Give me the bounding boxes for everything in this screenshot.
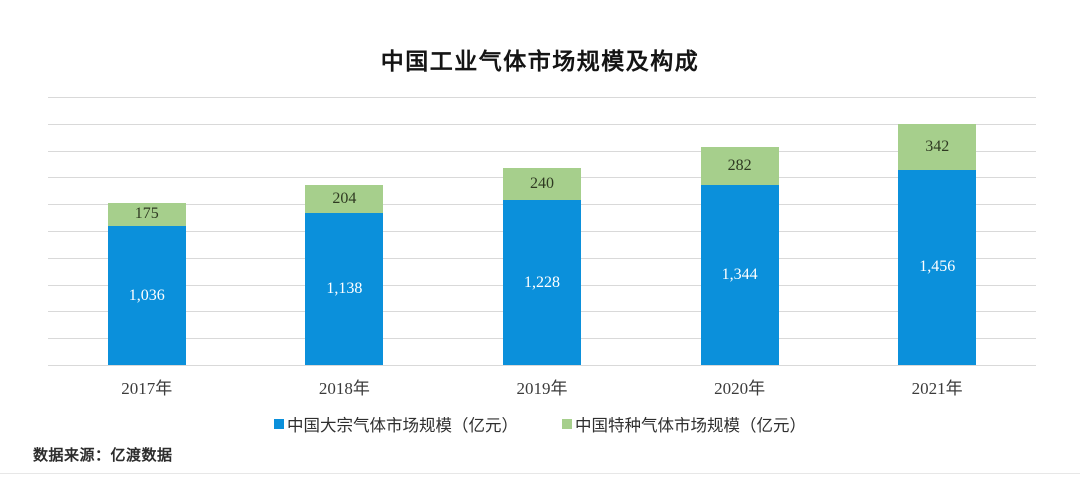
x-axis: 2017年 2018年 2019年 2020年 2021年 <box>48 374 1036 399</box>
bar-value-label: 204 <box>332 189 357 207</box>
bar-group-2021年: 342 1,456 <box>898 124 977 365</box>
legend-swatch-series1 <box>274 419 284 429</box>
legend-item-series2: 中国特种气体市场规模（亿元） <box>562 412 806 436</box>
bar-value-label: 240 <box>530 175 554 193</box>
bar-segment-series1-2018年: 1,138 <box>305 212 384 365</box>
source-note: 数据来源：亿渡数据 <box>33 448 173 464</box>
bar-value-label: 1,036 <box>128 286 165 304</box>
bar-value-label: 282 <box>727 157 752 175</box>
bar-segment-series2-2017年: 175 <box>107 202 186 227</box>
bar-group-2020年: 282 1,344 <box>700 147 779 365</box>
bar-segment-series2-2018年: 204 <box>305 185 384 213</box>
bar-value-label: 1,344 <box>721 265 758 283</box>
bar-group-2017年: 175 1,036 <box>107 202 186 365</box>
bar-value-label: 1,138 <box>326 279 363 297</box>
bar-value-label: 1,228 <box>524 273 560 291</box>
legend-label-series2: 中国特种气体市场规模（亿元） <box>575 416 806 435</box>
gridline <box>48 97 1036 98</box>
legend: 中国大宗气体市场规模（亿元） 中国特种气体市场规模（亿元） <box>0 412 1080 436</box>
bar-segment-series2-2021年: 342 <box>898 124 977 170</box>
x-axis-label-2018年: 2018年 <box>318 379 370 398</box>
bar-segment-series2-2020年: 282 <box>700 147 779 185</box>
bar-segment-series1-2021年: 1,456 <box>898 169 977 365</box>
bar-segment-series1-2019年: 1,228 <box>503 200 581 365</box>
bar-group-2019年: 240 1,228 <box>503 168 581 365</box>
gridline <box>48 150 1036 152</box>
legend-label-series1: 中国大宗气体市场规模（亿元） <box>287 416 518 435</box>
legend-item-series1: 中国大宗气体市场规模（亿元） <box>274 412 518 436</box>
bottom-divider <box>0 473 1080 474</box>
bar-group-2018年: 204 1,138 <box>305 185 384 365</box>
bar-segment-series1-2017年: 1,036 <box>107 226 186 365</box>
x-axis-label-2017年: 2017年 <box>121 379 173 398</box>
x-axis-label-2019年: 2019年 <box>516 379 568 398</box>
x-axis-label-2021年: 2021年 <box>911 379 963 398</box>
chart-title: 中国工业气体市场规模及构成 <box>380 49 700 74</box>
bar-value-label: 342 <box>925 138 950 155</box>
legend-swatch-series2 <box>562 419 572 429</box>
bar-segment-series1-2020年: 1,344 <box>700 184 779 365</box>
gridline <box>48 123 1036 125</box>
bar-value-label: 175 <box>134 205 159 223</box>
bar-value-label: 1,456 <box>919 258 956 276</box>
plot-area: 175 1,036 204 1,138 240 1,228 282 1,344 342 1,456 <box>48 97 1036 366</box>
gridline-baseline <box>48 365 1036 366</box>
x-axis-label-2020年: 2020年 <box>714 379 766 398</box>
bar-segment-series2-2019年: 240 <box>503 168 581 201</box>
